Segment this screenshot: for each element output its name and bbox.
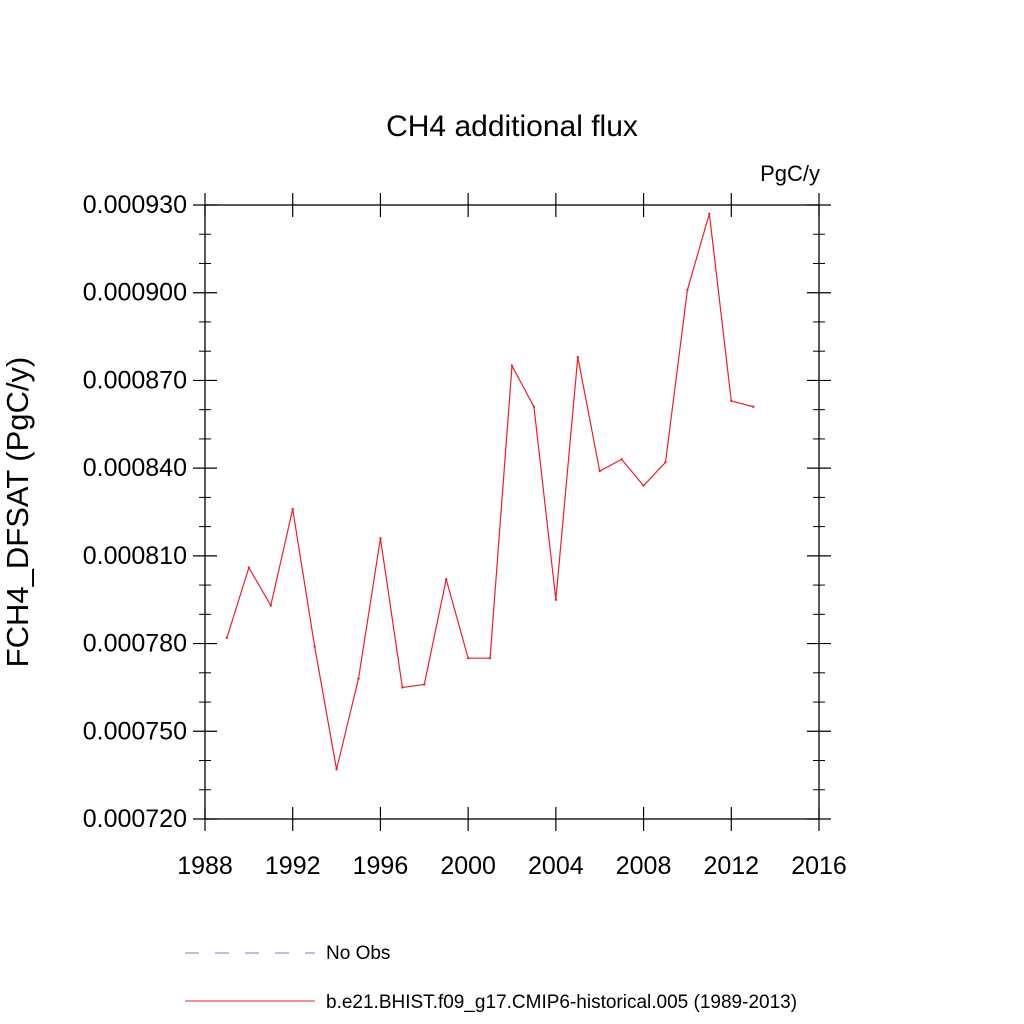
y-tick-label: 0.000720: [83, 805, 187, 833]
y-tick-label: 0.000870: [83, 366, 187, 394]
data-point: [335, 768, 338, 771]
legend: No Obs b.e21.BHIST.f09_g17.CMIP6-histori…: [185, 943, 797, 1013]
data-point: [620, 458, 623, 461]
data-point: [291, 507, 294, 511]
legend-label-no-obs: No Obs: [326, 943, 390, 964]
data-point: [225, 636, 229, 639]
x-tick-label: 1992: [265, 852, 321, 880]
data-point: [708, 212, 711, 215]
data-point: [686, 288, 689, 291]
x-tick-label: 2012: [703, 852, 759, 880]
x-tick-label: 1988: [177, 852, 233, 880]
y-tick-label: 0.000930: [83, 191, 187, 219]
data-point: [379, 537, 382, 540]
units-label: PgC/y: [760, 161, 820, 186]
y-tick-label: 0.000900: [83, 279, 187, 307]
data-point: [598, 469, 601, 473]
y-tick-label: 0.000780: [83, 630, 187, 658]
x-tick-label: 2000: [440, 852, 496, 880]
data-point: [554, 598, 558, 601]
y-tick-label: 0.000810: [83, 542, 187, 570]
data-point: [510, 364, 514, 368]
y-axis-label: FCH4_DFSAT (PgC/y): [0, 357, 35, 668]
x-axis: 1988 1992 1996 2000 2004 2008 2012 2016: [177, 193, 847, 880]
data-point: [357, 677, 360, 680]
data-point: [401, 686, 404, 689]
data-point: [576, 355, 579, 359]
data-point: [313, 645, 316, 648]
x-tick-label: 1996: [353, 852, 409, 880]
data-point: [445, 578, 448, 581]
data-point: [730, 399, 733, 403]
y-tick-label: 0.000840: [83, 454, 187, 482]
data-point: [247, 566, 251, 569]
x-tick-label: 2004: [528, 852, 584, 880]
data-point: [752, 405, 755, 408]
data-point: [664, 461, 667, 464]
plot-frame: [204, 204, 820, 820]
series-layer: [225, 212, 755, 771]
x-tick-label: 2016: [791, 852, 847, 880]
data-point: [642, 484, 645, 487]
legend-label-model: b.e21.BHIST.f09_g17.CMIP6-historical.005…: [326, 992, 797, 1013]
data-point: [532, 405, 536, 408]
y-axis: 0.000720 0.000750 0.000780 0.000810 0.000840…: [83, 191, 831, 833]
data-point: [466, 656, 470, 660]
y-tick-label: 0.000750: [83, 717, 187, 745]
data-point: [488, 656, 492, 660]
data-point: [423, 683, 426, 686]
x-tick-label: 2008: [616, 852, 672, 880]
series-line-1: [226, 213, 754, 770]
data-point: [269, 604, 272, 607]
chart-title: CH4 additional flux: [386, 110, 638, 143]
